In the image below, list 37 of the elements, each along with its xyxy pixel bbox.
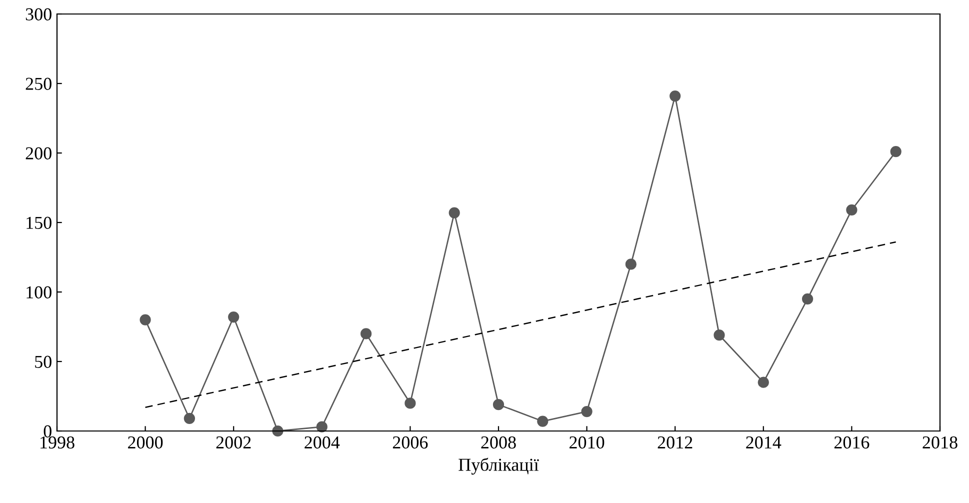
point — [758, 376, 769, 388]
point — [228, 311, 240, 323]
point — [140, 314, 151, 326]
x-tick-label: 1998 — [40, 436, 74, 449]
x-tick-label: 2006 — [392, 436, 428, 449]
x-axis-title: Публікації — [458, 458, 539, 475]
x-tick-label: 2000 — [128, 436, 163, 449]
y-tick-label: 50 — [35, 356, 52, 368]
y-tick-label: 300 — [26, 8, 52, 20]
y-tick-label: 250 — [26, 78, 52, 90]
point — [846, 204, 858, 216]
x-tick-label: 2014 — [746, 436, 782, 449]
point — [360, 328, 372, 340]
x-tick-label: 2016 — [834, 436, 870, 449]
point — [404, 398, 416, 409]
y-tick-label: 100 — [26, 286, 52, 298]
point — [448, 207, 460, 218]
point — [184, 412, 196, 424]
x-tick-label: 2008 — [481, 436, 516, 449]
x-tick-label: 2002 — [216, 436, 251, 449]
x-tick-label: 2004 — [304, 436, 340, 449]
x-tick-label: 2010 — [570, 436, 604, 449]
y-tick-label: 150 — [26, 216, 52, 229]
point — [670, 90, 681, 102]
y-tick-label: 0 — [44, 425, 52, 438]
x-tick-label: 2012 — [658, 436, 692, 449]
point — [581, 406, 592, 418]
y-tick-label: 200 — [26, 147, 52, 160]
point — [714, 330, 725, 341]
x-tick-label: 2018 — [922, 436, 958, 449]
point — [890, 146, 902, 158]
point — [492, 399, 504, 410]
point — [272, 425, 284, 437]
point — [625, 258, 637, 270]
point — [537, 416, 548, 427]
point — [802, 293, 814, 305]
point — [316, 421, 328, 432]
